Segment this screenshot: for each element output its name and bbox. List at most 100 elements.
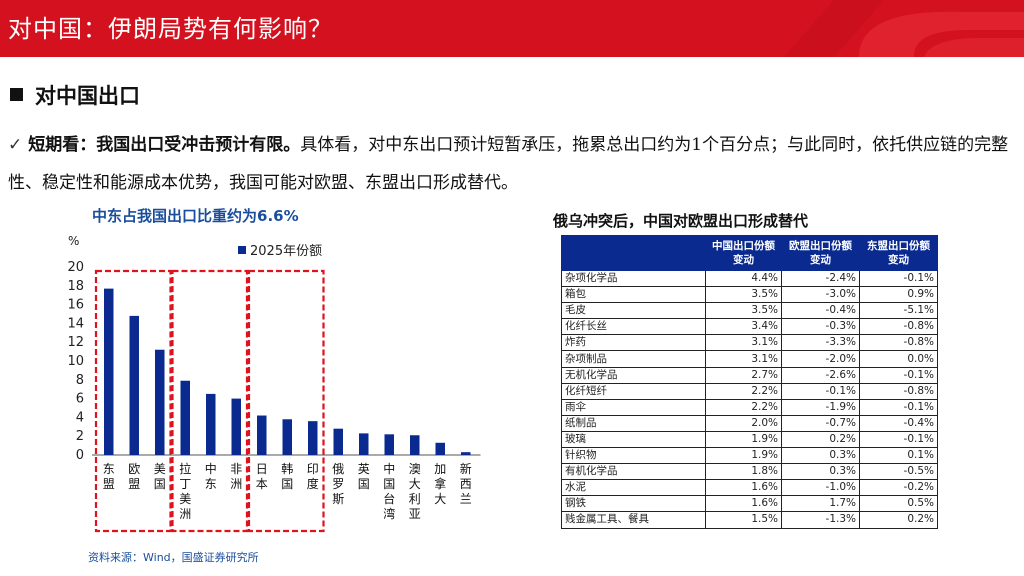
table-row: 钢铁 1.6% 1.7% 0.5% (561, 495, 938, 513)
share-change-cell: 1.6% (705, 479, 782, 497)
share-change-cell: 1.9% (705, 447, 782, 465)
x-tick-label: 加拿大 (434, 462, 446, 506)
x-tick-label: 美国 (154, 462, 166, 491)
x-tick-label: 澳大利亚 (409, 462, 421, 521)
table-row: 雨伞 2.2% -1.9% -0.1% (561, 398, 938, 416)
left-chart-title: 中东占我国出口比重约为6.6% (92, 207, 299, 225)
bar-拉丁美洲 (180, 380, 190, 455)
x-tick-label: 韩国 (281, 461, 293, 491)
y-tick-label: 20 (67, 260, 84, 275)
summary-lead: 短期看：我国出口受冲击预计有限。 (28, 135, 301, 155)
share-change-cell: 1.5% (705, 511, 782, 529)
share-change-cell: -0.1% (859, 269, 938, 288)
share-change-cell: -0.2% (859, 479, 938, 497)
table-header-cell: 中国出口份额变动 (705, 235, 782, 271)
share-change-cell: -0.8% (859, 318, 938, 336)
share-change-cell: -0.8% (859, 334, 938, 352)
y-tick-label: 14 (67, 316, 84, 331)
share-change-cell: 0.2% (859, 511, 938, 529)
y-tick-label: 2 (76, 429, 84, 444)
trade-share-table-wrapper: 中国出口份额变动 欧盟出口份额变动 东盟出口份额变动 杂项化学品 4.4% -2.4% -… (561, 235, 938, 529)
product-name-cell: 纸制品 (561, 414, 706, 432)
share-change-cell: 0.0% (859, 350, 938, 368)
share-change-cell: 0.9% (859, 286, 938, 304)
table-row: 有机化学品 1.8% 0.3% -0.5% (561, 463, 938, 481)
summary-paragraph: ✓ 短期看：我国出口受冲击预计有限。具体看，对中东出口预计短暂承压，拖累总出口约为… (8, 126, 1013, 202)
x-tick-label: 中东 (205, 461, 217, 491)
source-note: 资料来源：Wind，国盛证券研究所 (88, 551, 259, 564)
share-change-cell: -1.3% (781, 511, 860, 529)
bar-新西兰 (461, 452, 471, 455)
bar-美国 (155, 349, 165, 455)
share-change-cell: 0.3% (781, 463, 860, 481)
bar-非洲 (231, 398, 241, 455)
table-row: 箱包 3.5% -3.0% 0.9% (561, 286, 938, 304)
share-change-cell: 3.4% (705, 318, 782, 336)
share-change-cell: 0.2% (781, 430, 860, 449)
product-name-cell: 有机化学品 (561, 463, 706, 481)
share-change-cell: -0.5% (859, 463, 938, 481)
highlight-group-box (171, 269, 249, 533)
chart-legend: 2025年份额 (238, 240, 322, 259)
table-row: 贱金属工具、餐具 1.5% -1.3% 0.2% (561, 511, 938, 529)
bar-加拿大 (435, 442, 445, 455)
y-tick-label: 6 (76, 392, 84, 407)
bar-俄罗斯 (333, 428, 343, 455)
header-bar: 对中国：伊朗局势有何影响？ (0, 0, 1024, 57)
x-tick-label: 日本 (256, 462, 268, 491)
share-change-cell: 4.4% (705, 269, 782, 288)
product-name-cell: 贱金属工具、餐具 (561, 511, 706, 529)
x-tick-label: 英国 (358, 462, 370, 491)
bar-东盟 (104, 288, 114, 455)
right-table-title: 俄乌冲突后，中国对欧盟出口形成替代 (553, 212, 809, 230)
section-title: 对中国出口 (10, 80, 140, 110)
product-name-cell: 针织物 (561, 447, 706, 465)
share-change-cell: -2.0% (781, 350, 860, 368)
product-name-cell: 化纤长丝 (561, 318, 706, 336)
share-change-cell: 1.9% (705, 430, 782, 449)
highlight-group-box (94, 269, 172, 533)
y-tick-label: 8 (76, 373, 84, 388)
share-change-cell: -0.7% (781, 414, 860, 432)
highlight-group-box (247, 269, 325, 533)
share-change-cell: -0.1% (859, 398, 938, 416)
table-header-cell: 欧盟出口份额变动 (781, 235, 860, 271)
share-change-cell: 2.7% (705, 366, 782, 384)
share-change-cell: -0.1% (781, 382, 860, 400)
share-change-cell: -1.9% (781, 398, 860, 416)
table-row: 杂项化学品 4.4% -2.4% -0.1% (561, 269, 938, 288)
table-row: 玻璃 1.9% 0.2% -0.1% (561, 430, 938, 449)
x-tick-label: 东盟 (103, 462, 115, 491)
share-change-cell: -1.0% (781, 479, 860, 497)
checkmark-icon: ✓ (8, 135, 23, 155)
square-bullet-icon (10, 88, 23, 101)
bar-澳大利亚 (410, 435, 420, 455)
share-change-cell: 3.1% (705, 334, 782, 352)
share-change-cell: -2.4% (781, 269, 860, 288)
product-name-cell: 雨伞 (561, 398, 706, 416)
table-row: 无机化学品 2.7% -2.6% -0.1% (561, 366, 938, 384)
share-change-cell: 0.3% (781, 447, 860, 465)
bar-中国台湾 (384, 434, 394, 455)
product-name-cell: 箱包 (561, 286, 706, 304)
share-change-cell: 2.0% (705, 414, 782, 432)
section-title-text: 对中国出口 (35, 84, 140, 108)
summary-text: 具体看，对中东出口预计短暂承压，拖累总出口约为1个百分点；与此同时，依托供应链的… (8, 135, 1009, 193)
product-name-cell: 无机化学品 (561, 366, 706, 384)
product-name-cell: 钢铁 (561, 495, 706, 513)
bar-欧盟 (129, 315, 139, 455)
product-name-cell: 水泥 (561, 479, 706, 497)
share-change-cell: -3.3% (781, 334, 860, 352)
bar-英国 (359, 433, 369, 455)
table-row: 杂项制品 3.1% -2.0% 0.0% (561, 350, 938, 368)
share-change-cell: -0.4% (781, 302, 860, 320)
y-tick-label: 10 (67, 354, 84, 369)
y-tick-label: 16 (67, 298, 84, 313)
bar-韩国 (282, 419, 292, 455)
share-change-cell: -0.1% (859, 366, 938, 384)
share-change-cell: 3.5% (705, 302, 782, 320)
share-change-cell: -0.8% (859, 382, 938, 400)
share-change-cell: -3.0% (781, 286, 860, 304)
table-row: 纸制品 2.0% -0.7% -0.4% (561, 414, 938, 432)
x-tick-label: 中国台湾 (383, 461, 395, 521)
